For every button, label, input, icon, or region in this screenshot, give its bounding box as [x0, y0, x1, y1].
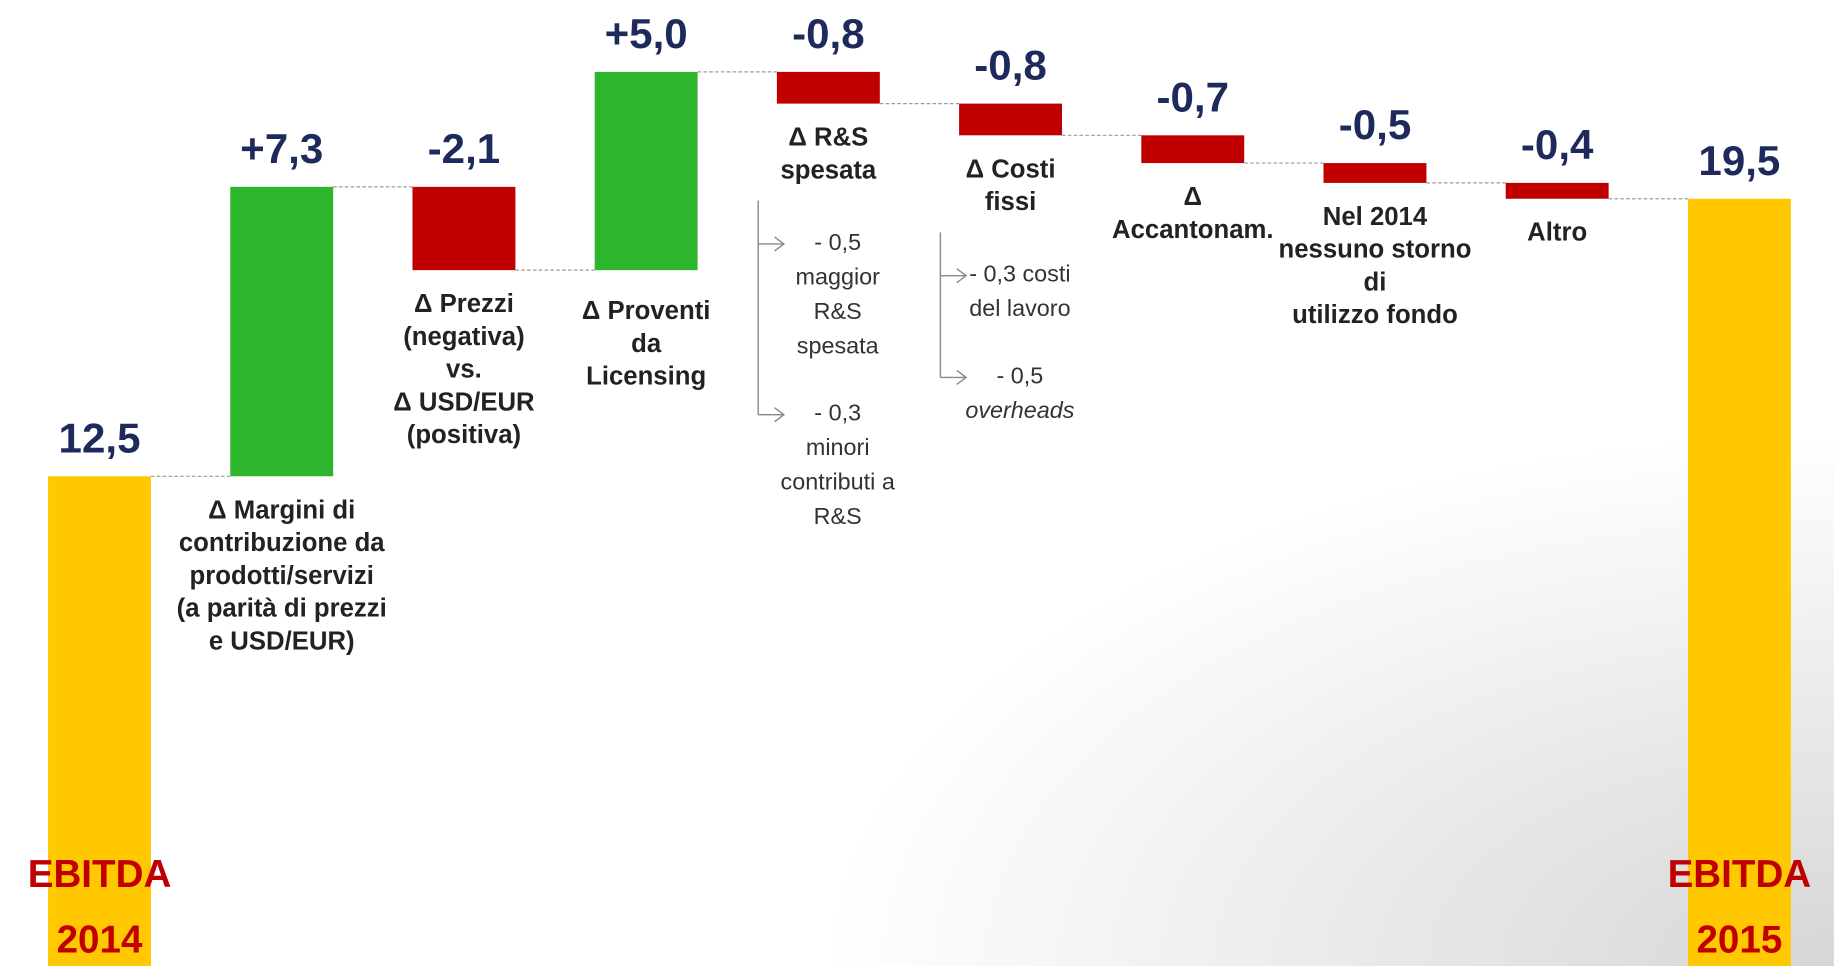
text-line: Licensing — [586, 363, 706, 391]
text-line: contribuzione da — [179, 529, 385, 557]
text-line: utilizzo fondo — [1292, 301, 1458, 329]
text-line: - 0,5 — [814, 229, 861, 255]
text-line: maggior — [795, 264, 880, 290]
text-line: vs. — [446, 355, 482, 383]
text-line: overheads — [965, 397, 1074, 423]
value-label: -0,4 — [1521, 121, 1594, 168]
text-line: spesata — [797, 333, 879, 359]
value-label: 19,5 — [1698, 137, 1780, 184]
text-line: - 0,3 costi — [969, 261, 1070, 287]
text-line: Δ R&S — [788, 123, 868, 151]
text-line: contributi a — [781, 469, 895, 495]
text-line: - 0,5 — [997, 363, 1044, 389]
category-label: EBITDA 2015 — [1668, 853, 1812, 961]
value-label: +5,0 — [605, 10, 688, 57]
bar — [1141, 135, 1245, 164]
text-line: del lavoro — [969, 295, 1070, 321]
text-line: Δ Proventi — [582, 297, 711, 325]
value-label: 12,5 — [59, 414, 141, 461]
text-line: da — [631, 330, 662, 358]
annotation: - 0,3 costi del lavoro — [969, 261, 1070, 321]
category-label: Δ R&S spesata — [780, 123, 876, 184]
bar — [776, 71, 880, 104]
category-label: Nel 2014 nessuno storno di utilizzo fondo — [1279, 203, 1472, 329]
text-line: - 0,3 — [814, 400, 861, 426]
category-label: Δ Accantonam. — [1112, 183, 1273, 244]
text-line: R&S — [814, 298, 862, 324]
marks: 12,5 EBITDA 2014 +7,3 Δ Margini di contribuzi… — [28, 10, 1811, 966]
bar — [412, 186, 516, 271]
text-line: Accantonam. — [1112, 216, 1273, 244]
text-line: R&S — [814, 503, 862, 529]
bar — [1687, 198, 1791, 966]
arrow-head — [774, 407, 786, 423]
category-label: Δ Costi fissi — [966, 155, 1056, 216]
value-label: -0,8 — [792, 10, 865, 57]
value-label: -0,8 — [974, 42, 1047, 89]
text-line: 2015 — [1696, 919, 1782, 962]
value-label: -0,5 — [1339, 101, 1412, 148]
text-line: spesata — [780, 156, 876, 184]
text-line: Δ — [1184, 183, 1202, 211]
text-line: (a parità di prezzi — [177, 594, 387, 622]
text-line: di — [1364, 268, 1387, 296]
text-line: 2014 — [57, 919, 143, 962]
bar — [230, 186, 334, 477]
bar — [1323, 163, 1427, 183]
text-line: (negativa) — [403, 323, 524, 351]
text-line: Δ USD/EUR — [393, 388, 535, 416]
arrow-head — [774, 236, 786, 252]
arrow-head — [956, 369, 968, 385]
text-line: (positiva) — [407, 421, 521, 449]
annotation: - 0,5 maggior R&S spesata — [795, 229, 880, 358]
value-label: +7,3 — [240, 125, 323, 172]
text-line: Nel 2014 — [1323, 203, 1428, 231]
category-label: EBITDA 2014 — [28, 853, 172, 961]
text-line: e USD/EUR) — [209, 627, 355, 655]
text-line: prodotti/servizi — [190, 562, 374, 590]
category-label: Δ Prezzi (negativa) vs. Δ USD/EUR (positiva) — [393, 290, 535, 449]
value-label: -0,7 — [1156, 73, 1229, 120]
annotation: - 0,5 overheads — [965, 363, 1074, 424]
value-label: -2,1 — [428, 125, 501, 172]
text-line: EBITDA — [1668, 853, 1812, 896]
bar — [594, 71, 698, 271]
arrow-head — [956, 268, 968, 284]
annotation: - 0,3 minori contributi a R&S — [781, 400, 895, 529]
category-label: Δ Proventi da Licensing — [582, 297, 711, 390]
bar — [48, 476, 151, 966]
category-label: Altro — [1527, 219, 1587, 247]
text-line: Δ Costi — [966, 155, 1056, 183]
category-label: Δ Margini di contribuzione da prodotti/ser… — [177, 496, 387, 655]
text-line: fissi — [985, 188, 1036, 216]
text-line: Δ Margini di — [208, 496, 355, 524]
text-line: Δ Prezzi — [414, 290, 514, 318]
text-line: EBITDA — [28, 853, 172, 896]
text-line: nessuno storno — [1279, 236, 1472, 264]
bar — [1505, 182, 1609, 199]
text-line: minori — [806, 434, 870, 460]
bar — [959, 103, 1063, 136]
